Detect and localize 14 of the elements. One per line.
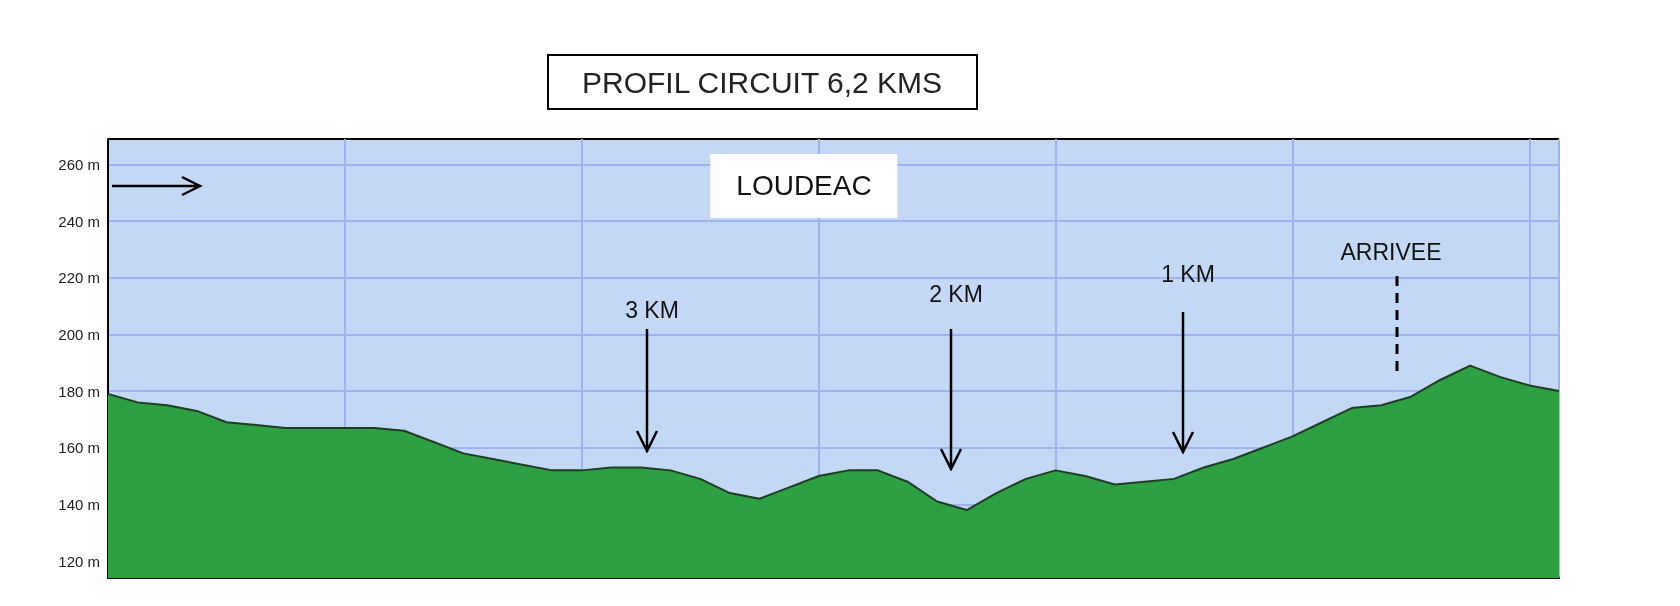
chart-title: PROFIL CIRCUIT 6,2 KMS [582, 65, 943, 99]
y-tick-label: 180 m [58, 382, 100, 400]
annotation: 3 KM [625, 296, 679, 324]
y-tick-label: 220 m [58, 269, 100, 287]
y-tick-label: 160 m [58, 439, 100, 457]
y-tick-label: 240 m [58, 212, 100, 230]
annotation: 2 KM [929, 280, 983, 308]
y-tick-label: 140 m [58, 495, 100, 513]
annotation: ARRIVEE [1340, 238, 1442, 266]
y-tick-label: 200 m [58, 325, 100, 343]
annotation: 1 KM [1161, 260, 1215, 288]
annotation: LOUDEAC [710, 154, 898, 218]
y-tick-label: 120 m [58, 552, 100, 570]
y-tick-label: 260 m [58, 155, 100, 173]
